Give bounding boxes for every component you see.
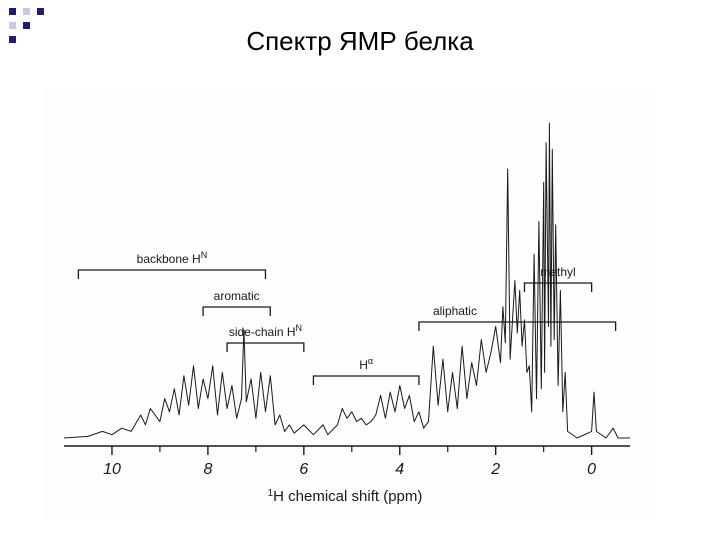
figure-background: [44, 88, 656, 520]
x-tick-label: 0: [587, 461, 596, 478]
decor-square: [9, 8, 16, 15]
decor-square: [9, 22, 16, 29]
x-tick-label: 2: [490, 461, 500, 478]
annotation-bracket: [77, 269, 267, 279]
annotation-label: backbone HN: [137, 250, 208, 266]
x-tick-label: 6: [299, 461, 308, 478]
x-tick-label: 8: [203, 461, 212, 478]
annotation-bracket: [523, 282, 593, 292]
x-axis-label: 1H chemical shift (ppm): [268, 488, 423, 506]
slide-title: Спектр ЯМР белка: [246, 26, 474, 56]
annotation-label: Hα: [359, 356, 373, 372]
x-axis-ticks: 10 8 6 4 2 0: [103, 446, 596, 478]
decor-square: [37, 8, 44, 15]
annotation-label: aliphatic: [433, 304, 477, 318]
annotation-label: side-chain HN: [229, 323, 302, 339]
decor-square: [23, 8, 30, 15]
decor-square: [23, 22, 30, 29]
annotation-label: aromatic: [214, 289, 260, 303]
decor-square: [9, 36, 16, 43]
x-tick-label: 10: [103, 461, 121, 478]
annotation-brackets: backbone HN aromatic side-chain HN Hα alipha…: [77, 250, 617, 385]
annotation-bracket: [202, 306, 271, 316]
annotation-bracket: [312, 375, 420, 385]
x-tick-label: 4: [395, 461, 404, 478]
annotation-bracket: [226, 342, 305, 352]
spectrum-trace: [63, 122, 630, 439]
